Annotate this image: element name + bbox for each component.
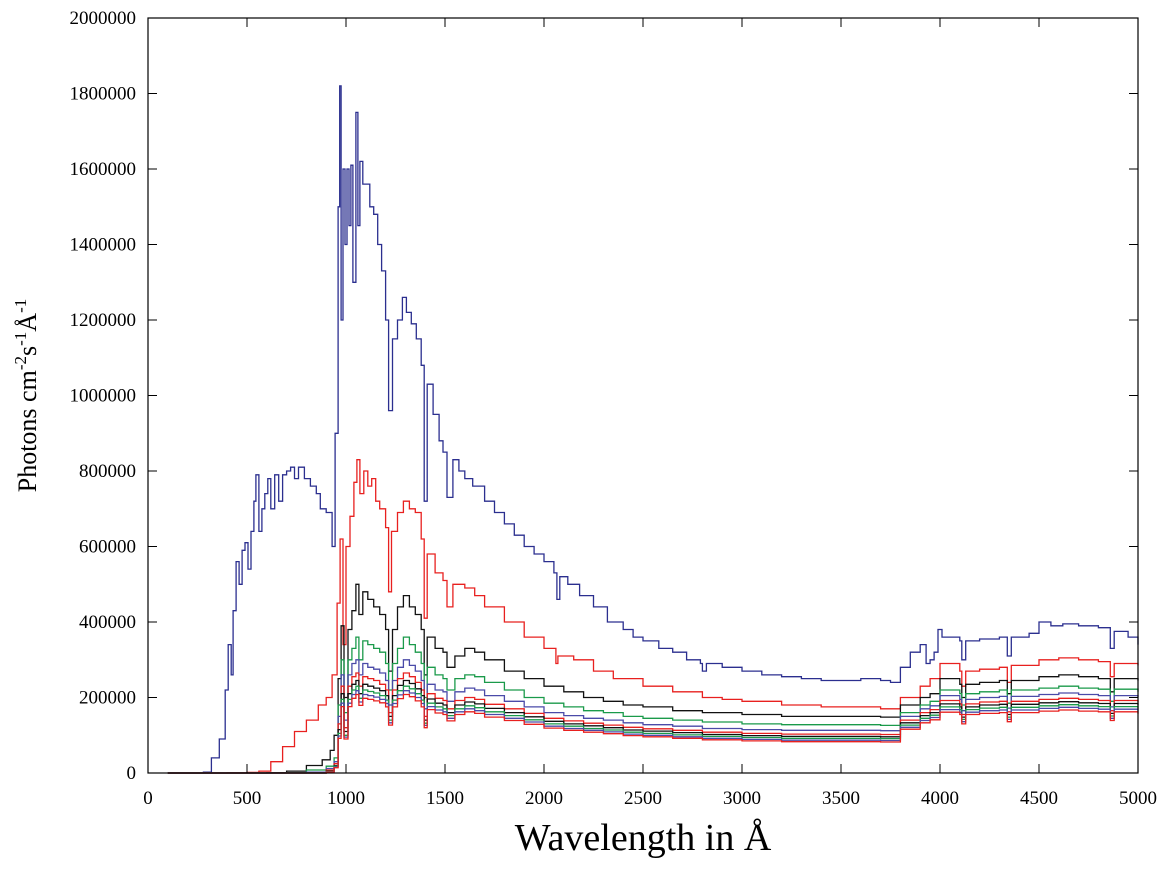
x-axis-title: Wavelength in Å <box>515 817 772 859</box>
series-line-10 <box>167 693 1139 774</box>
y-axis-title-part: -1 <box>11 299 30 313</box>
x-tick-label: 5000 <box>1119 788 1157 809</box>
tick-layer: 0 500 1000 1500 2000 2500 3000 3500 4000 4500 5000… <box>70 8 1158 809</box>
y-axis-title-part: Å <box>13 313 42 332</box>
y-axis-title-part: -2 <box>11 356 30 370</box>
x-tick-label: 4000 <box>921 788 959 809</box>
series-line-5 <box>167 659 1139 774</box>
x-tick-label: 2500 <box>624 788 662 809</box>
y-axis-title-part: -1 <box>11 332 30 346</box>
y-tick-label: 200000 <box>79 688 136 709</box>
x-tick-label: 500 <box>233 788 262 809</box>
series-line-9 <box>167 690 1139 774</box>
x-tick-label: 2000 <box>525 788 563 809</box>
y-tick-label: 800000 <box>79 461 136 482</box>
y-tick-label: 1600000 <box>70 159 137 180</box>
series-line-6 <box>167 672 1139 774</box>
x-tick-label: 1500 <box>426 788 464 809</box>
x-tick-label: 3500 <box>822 788 860 809</box>
y-tick-label: 1000000 <box>70 386 137 407</box>
y-axis-title: Photons cm-2s-1Å-1 <box>11 299 42 493</box>
y-tick-label: 1400000 <box>70 235 137 256</box>
plot-frame <box>147 17 1139 774</box>
series-layer <box>167 85 1139 774</box>
series-line-3 <box>167 583 1139 774</box>
y-tick-label: 400000 <box>79 612 136 633</box>
y-axis-title-part: Photons cm <box>13 370 42 492</box>
y-tick-label: 1200000 <box>70 310 137 331</box>
x-tick-label: 0 <box>143 788 153 809</box>
series-line-8 <box>167 685 1139 774</box>
series-line-7 <box>167 679 1139 774</box>
x-tick-label: 4500 <box>1020 788 1058 809</box>
x-tick-label: 1000 <box>327 788 365 809</box>
series-line-2 <box>167 459 1139 774</box>
y-axis-title-part: s <box>13 346 42 356</box>
series-line-1 <box>167 85 1139 774</box>
y-tick-label: 2000000 <box>70 8 137 29</box>
series-line-4 <box>167 636 1139 774</box>
y-tick-label: 0 <box>127 763 137 784</box>
y-tick-label: 1800000 <box>70 84 137 105</box>
y-tick-label: 600000 <box>79 537 136 558</box>
x-tick-label: 3000 <box>723 788 761 809</box>
